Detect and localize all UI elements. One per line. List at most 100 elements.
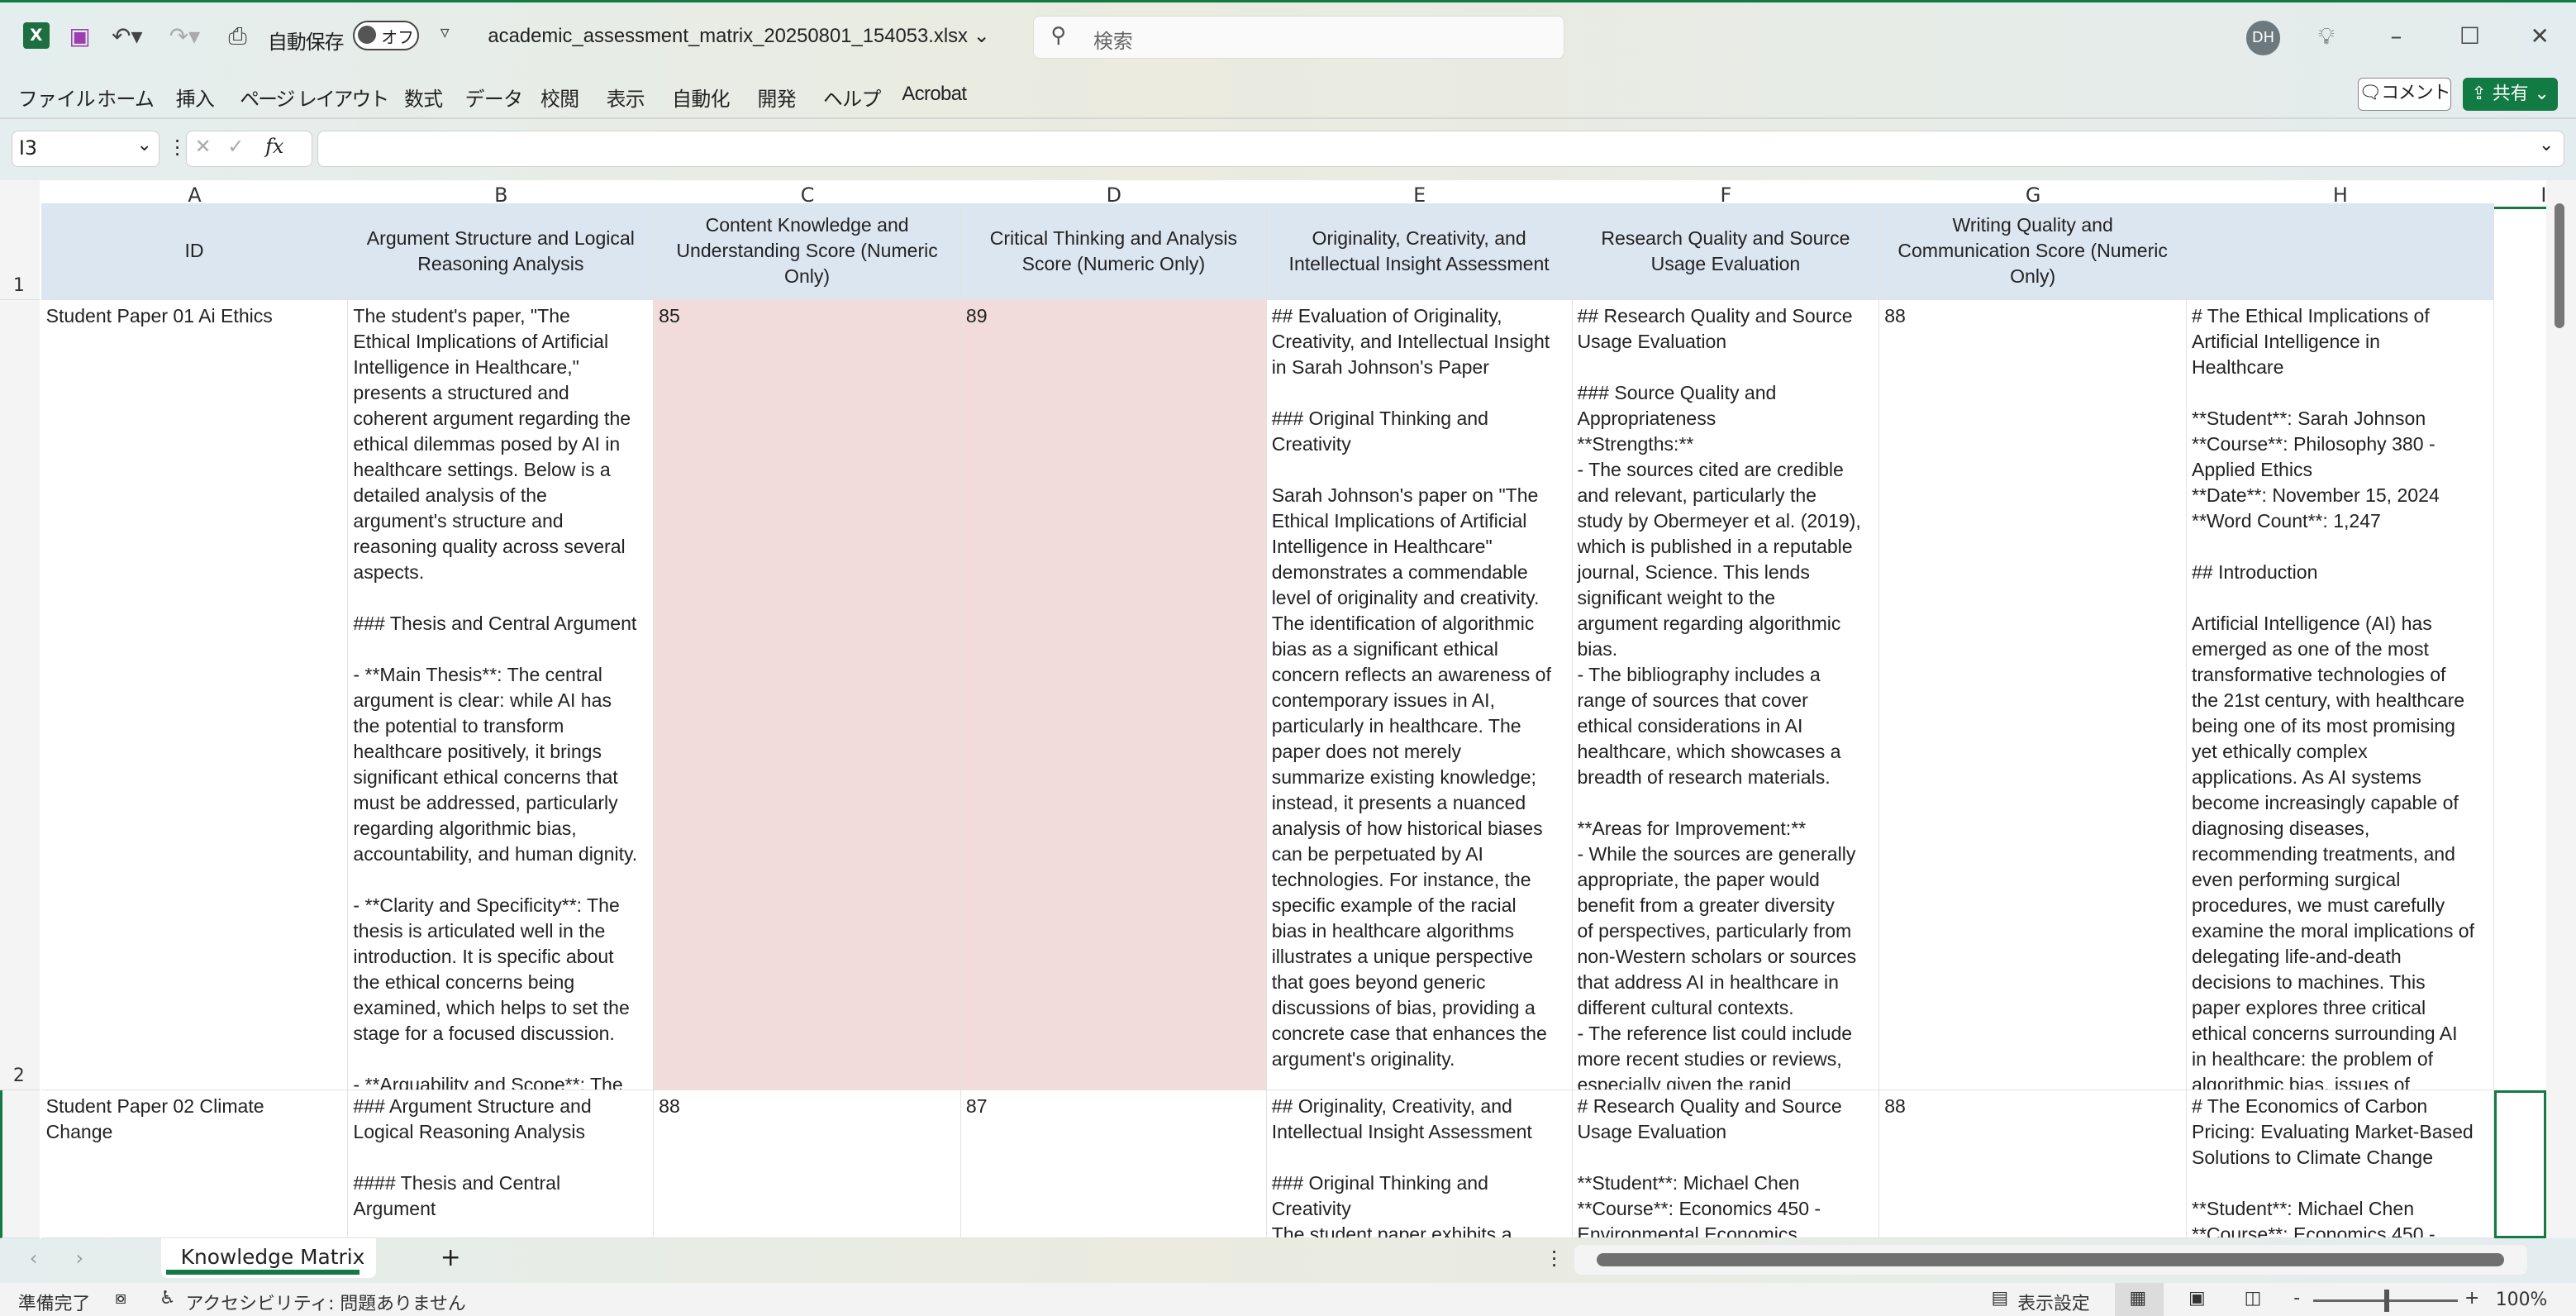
display-settings-icon[interactable]: ▤ — [1991, 1287, 2009, 1309]
tab-acrobat[interactable]: Acrobat — [902, 83, 967, 106]
cell-f2[interactable]: ## Research Quality and Source Usage Eva… — [1572, 299, 1880, 1091]
horizontal-scroll-thumb[interactable] — [1597, 1252, 2504, 1266]
zoom-slider-thumb[interactable] — [2383, 1289, 2389, 1313]
formula-input[interactable]: ⌄ — [317, 131, 2565, 167]
cell-b3[interactable]: ### Argument Structure and Logical Reaso… — [348, 1090, 655, 1238]
vertical-scrollbar[interactable] — [2546, 179, 2576, 1238]
autosave-toggle[interactable]: オフ — [353, 20, 419, 50]
minimize-icon[interactable]: – — [2390, 21, 2402, 50]
cell-i3-selected[interactable] — [2493, 1090, 2547, 1238]
column-header-e[interactable]: E — [1266, 183, 1574, 207]
cell-e3[interactable]: ## Originality, Creativity, and Intellec… — [1266, 1090, 1573, 1238]
cancel-icon[interactable]: ✕ — [194, 135, 212, 159]
column-header-b[interactable]: B — [348, 183, 655, 207]
cell-f3[interactable]: # Research Quality and Source Usage Eval… — [1572, 1090, 1880, 1238]
tab-home[interactable]: ホーム — [97, 88, 155, 112]
maximize-icon[interactable]: ☐ — [2459, 21, 2480, 50]
display-settings[interactable]: 表示設定 — [2017, 1293, 2090, 1314]
zoom-in-icon[interactable]: + — [2464, 1287, 2480, 1309]
normal-view-icon: ▦ — [2129, 1287, 2147, 1309]
file-name[interactable]: academic_assessment_matrix_20250801_1540… — [488, 24, 989, 48]
status-bar: 準備完了 ⧇ ♿︎ アクセシビリティ: 問題ありません ▤ 表示設定 ▦ ▣ ◫… — [0, 1282, 2576, 1316]
tab-data[interactable]: データ — [464, 88, 523, 112]
search-box[interactable]: ⚲ 検索 — [1033, 15, 1564, 59]
page-layout-view-icon[interactable]: ▣ — [2188, 1287, 2206, 1309]
enter-icon[interactable]: ✓ — [227, 135, 245, 159]
customize-toolbar-icon[interactable]: ▿ — [440, 21, 450, 43]
tab-review[interactable]: 校閲 — [540, 88, 579, 112]
header-cell-argument[interactable]: Argument Structure and Logical Reasoning… — [348, 203, 655, 300]
horizontal-scrollbar[interactable] — [1574, 1244, 2527, 1275]
zoom-level[interactable]: 100% — [2495, 1289, 2548, 1310]
column-header-a[interactable]: A — [40, 183, 350, 207]
header-cell-critical-thinking[interactable]: Critical Thinking and Analysis Score (Nu… — [960, 203, 1267, 300]
cell-b2[interactable]: The student's paper, "The Ethical Implic… — [348, 299, 655, 1091]
cell-g2[interactable]: 88 — [1879, 299, 2188, 1091]
page-break-view-icon[interactable]: ◫ — [2244, 1287, 2262, 1309]
expand-formula-icon[interactable]: ⌄ — [2539, 135, 2555, 156]
insert-function-icon[interactable]: fx — [265, 135, 284, 159]
normal-view-button[interactable]: ▦ — [2114, 1282, 2164, 1316]
cell-d2[interactable]: 89 — [960, 299, 1267, 1091]
row-header-2[interactable]: 2 — [0, 299, 40, 1091]
header-cell-research-quality[interactable]: Research Quality and Source Usage Evalua… — [1572, 203, 1880, 300]
tab-file[interactable]: ファイル — [17, 88, 96, 112]
tab-insert[interactable]: 挿入 — [175, 88, 215, 112]
column-header-i[interactable]: I — [2493, 183, 2548, 209]
header-cell-originality[interactable]: Originality, Creativity, and Intellectua… — [1266, 203, 1573, 300]
cell-a2[interactable]: Student Paper 01 Ai Ethics — [40, 299, 349, 1091]
comment-button[interactable]: 🗨︎コメント — [2357, 78, 2452, 112]
tab-help[interactable]: ヘルプ — [822, 88, 881, 112]
zoom-out-icon[interactable]: - — [2293, 1287, 2301, 1309]
tab-automate[interactable]: 自動化 — [672, 88, 730, 112]
column-header-c[interactable]: C — [654, 183, 962, 207]
share-icon: ⇪ — [2471, 83, 2487, 105]
column-header-f[interactable]: F — [1572, 183, 1881, 207]
header-cell-writing-quality[interactable]: Writing Quality and Communication Score … — [1879, 203, 2188, 300]
spreadsheet-grid[interactable]: A B C D E F G H I 1 2 ID Argument Struct… — [0, 179, 2576, 1238]
redo-icon[interactable]: ↷▾ — [169, 21, 201, 50]
next-sheet-icon[interactable]: › — [75, 1246, 83, 1270]
lightbulb-icon[interactable]: 💡︎ — [2318, 21, 2335, 50]
undo-icon[interactable]: ↶▾ — [112, 21, 143, 50]
cell-e2[interactable]: ## Evaluation of Originality, Creativity… — [1266, 299, 1573, 1091]
name-box[interactable]: I3 ⌄ — [11, 131, 160, 167]
tab-view[interactable]: 表示 — [606, 88, 645, 112]
column-header-d[interactable]: D — [960, 183, 1268, 207]
cell-d3[interactable]: 87 — [960, 1090, 1267, 1238]
row-header-3[interactable] — [0, 1090, 40, 1238]
cell-a3[interactable]: Student Paper 02 Climate Change — [40, 1090, 349, 1238]
avatar[interactable]: DH — [2245, 20, 2281, 55]
macro-record-icon[interactable]: ⧇ — [115, 1287, 127, 1309]
row-header-1[interactable]: 1 — [0, 203, 40, 300]
save-icon[interactable]: ▣ — [69, 21, 91, 50]
cell-c3[interactable]: 88 — [654, 1090, 961, 1238]
zoom-slider[interactable] — [2313, 1289, 2459, 1313]
sheet-tab-knowledge-matrix[interactable]: Knowledge Matrix — [160, 1237, 377, 1278]
cell-c2[interactable]: 85 — [654, 299, 961, 1091]
header-cell-id[interactable]: ID — [40, 203, 349, 300]
cell-g3[interactable]: 88 — [1879, 1090, 2188, 1238]
more-icon[interactable]: ⋮ — [1544, 1246, 1564, 1270]
header-cell-h[interactable] — [2187, 203, 2494, 300]
status-ready: 準備完了 — [17, 1293, 91, 1314]
tab-page-layout[interactable]: ページ レイアウト — [240, 88, 389, 112]
accessibility-status[interactable]: アクセシビリティ: 問題ありません — [185, 1293, 466, 1314]
tab-developer[interactable]: 開発 — [757, 88, 796, 112]
tab-formulas[interactable]: 数式 — [404, 88, 443, 112]
camera-icon[interactable]: ⎙ — [228, 21, 247, 50]
add-sheet-icon[interactable]: + — [440, 1242, 461, 1272]
prev-sheet-icon[interactable]: ‹ — [29, 1246, 38, 1270]
vertical-scroll-thumb[interactable] — [2555, 203, 2565, 328]
select-all-corner[interactable] — [0, 179, 40, 203]
cell-h3[interactable]: # The Economics of Carbon Pricing: Evalu… — [2187, 1090, 2494, 1238]
close-icon[interactable]: ✕ — [2530, 21, 2550, 50]
column-header-g[interactable]: G — [1879, 183, 2188, 207]
accessibility-icon[interactable]: ♿︎ — [159, 1287, 176, 1309]
column-header-h[interactable]: H — [2187, 183, 2495, 207]
header-cell-content-knowledge[interactable]: Content Knowledge and Understanding Scor… — [654, 203, 961, 300]
share-button[interactable]: ⇪ 共有 ⌄ — [2463, 78, 2559, 112]
chevron-down-icon: ⌄ — [136, 135, 152, 156]
more-icon[interactable]: ⋮ — [167, 136, 188, 160]
cell-h2[interactable]: # The Ethical Implications of Artificial… — [2187, 299, 2494, 1091]
